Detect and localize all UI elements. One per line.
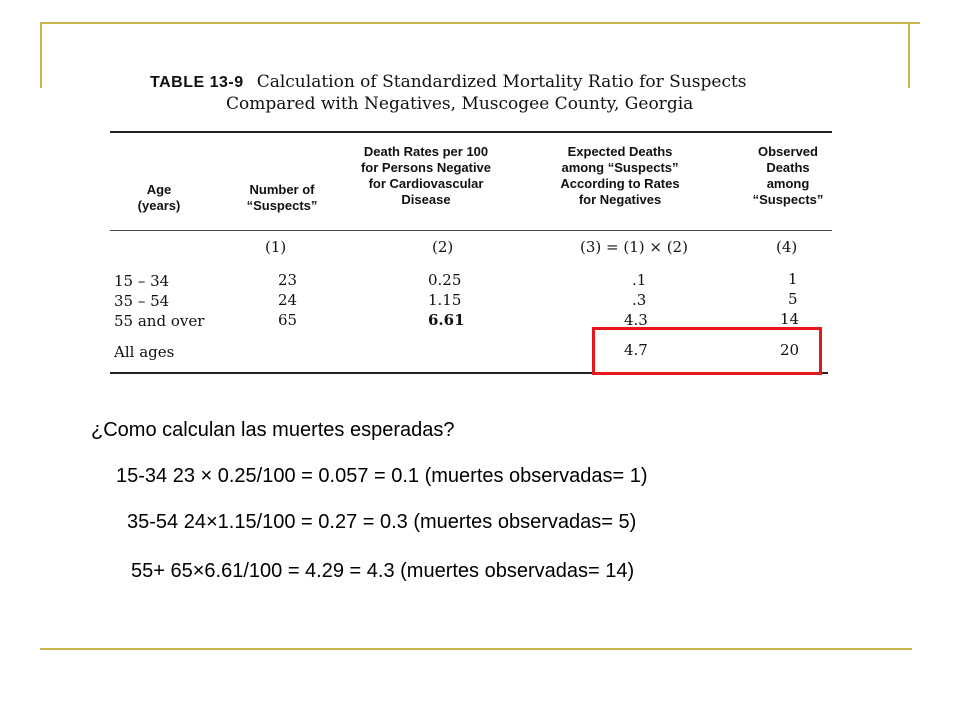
highlight-box bbox=[592, 327, 822, 375]
column-number-3: (3) = (1) × (2) bbox=[580, 238, 688, 256]
total-expected: 4.7 bbox=[624, 341, 648, 359]
column-number-1: (1) bbox=[265, 238, 287, 256]
bottom-decor-line bbox=[40, 648, 912, 650]
table-title-line-1: Calculation of Standardized Mortality Ra… bbox=[256, 72, 747, 92]
column-number-2: (2) bbox=[432, 238, 454, 256]
explanation-line-15-34: 15-34 23 × 0.25/100 = 0.057 = 0.1 (muert… bbox=[116, 465, 648, 487]
table-label: TABLE 13-9 bbox=[150, 74, 244, 91]
table-top-rule bbox=[110, 131, 832, 133]
row-1-expected: .1 bbox=[632, 271, 647, 289]
total-age: All ages bbox=[114, 343, 175, 361]
header-observed-deaths: Observed Deaths among “Suspects” bbox=[752, 144, 824, 207]
table-header-rule bbox=[110, 230, 832, 231]
row-3-rate: 6.61 bbox=[428, 311, 465, 329]
row-1-age: 15 – 34 bbox=[114, 272, 170, 290]
right-decor-line bbox=[908, 22, 910, 88]
table-bottom-rule bbox=[110, 372, 828, 374]
row-2-expected: .3 bbox=[632, 291, 647, 309]
explanation-line-55-plus: 55+ 65×6.61/100 = 4.29 = 4.3 (muertes ob… bbox=[131, 560, 635, 582]
mortality-table-figure: TABLE 13-9 Calculation of Standardized M… bbox=[110, 66, 838, 381]
total-observed: 20 bbox=[780, 341, 800, 359]
row-3-age: 55 and over bbox=[114, 312, 205, 330]
explanation-question: ¿Como calculan las muertes esperadas? bbox=[91, 419, 455, 441]
row-1-rate: 0.25 bbox=[428, 271, 462, 289]
column-number-4: (4) bbox=[776, 238, 798, 256]
explanation-line-35-54: 35-54 24×1.15/100 = 0.27 = 0.3 (muertes … bbox=[127, 511, 637, 533]
header-age: Age (years) bbox=[137, 182, 181, 213]
row-2-observed: 5 bbox=[788, 290, 798, 308]
row-2-rate: 1.15 bbox=[428, 291, 462, 309]
header-expected-deaths: Expected Deaths among “Suspects” Accordi… bbox=[560, 144, 680, 207]
header-number-of-suspects: Number of “Suspects” bbox=[246, 182, 318, 213]
table-caption: TABLE 13-9 Calculation of Standardized M… bbox=[150, 72, 747, 114]
row-2-number: 24 bbox=[278, 291, 298, 309]
row-3-number: 65 bbox=[278, 311, 298, 329]
row-3-observed: 14 bbox=[780, 310, 800, 328]
row-1-observed: 1 bbox=[788, 270, 798, 288]
header-death-rates: Death Rates per 100 for Persons Negative… bbox=[360, 144, 492, 207]
row-2-age: 35 – 54 bbox=[114, 292, 170, 310]
row-1-number: 23 bbox=[278, 271, 298, 289]
row-3-expected: 4.3 bbox=[624, 311, 648, 329]
table-title-line-2: Compared with Negatives, Muscogee County… bbox=[226, 94, 694, 114]
left-decor-line bbox=[40, 22, 42, 88]
top-decor-line bbox=[40, 22, 920, 24]
